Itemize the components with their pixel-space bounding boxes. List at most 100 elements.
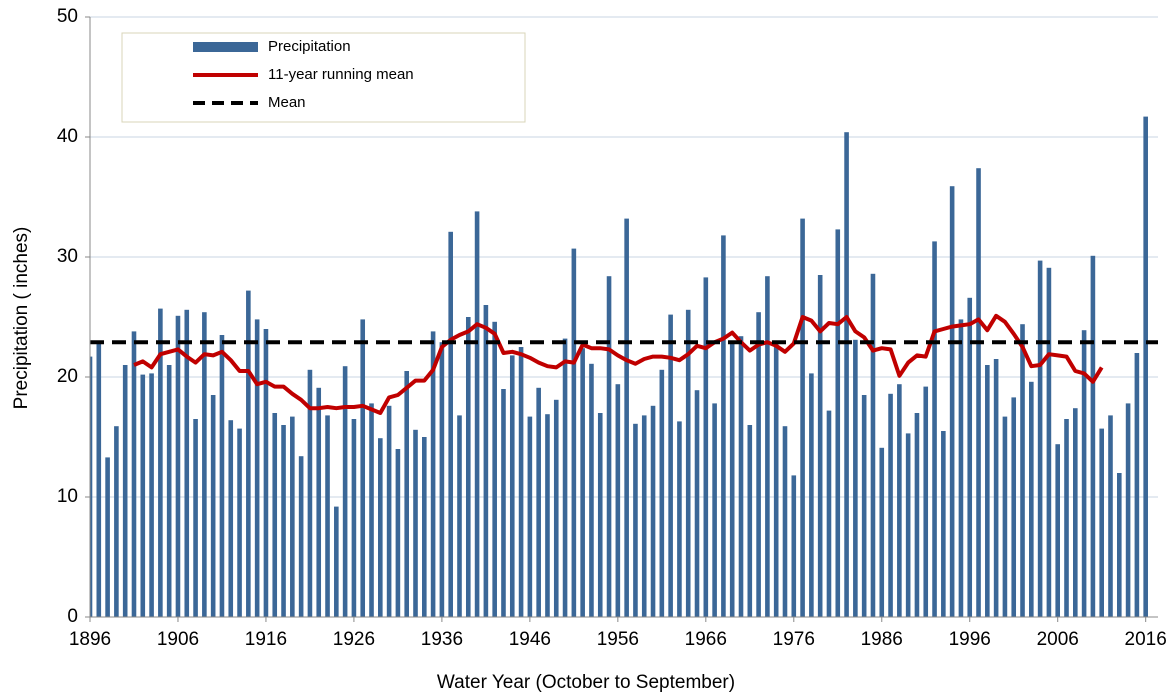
bar bbox=[1073, 408, 1078, 617]
bar bbox=[536, 387, 541, 617]
bar bbox=[1099, 428, 1104, 617]
bar bbox=[941, 431, 946, 617]
bar bbox=[1108, 415, 1113, 617]
bar bbox=[175, 315, 181, 617]
bar bbox=[853, 339, 858, 617]
bar bbox=[254, 319, 260, 617]
bar bbox=[474, 211, 480, 617]
bar bbox=[633, 423, 638, 617]
bar bbox=[879, 447, 885, 617]
bar bbox=[114, 426, 119, 617]
bar bbox=[219, 335, 225, 617]
bar bbox=[1020, 324, 1025, 617]
bar bbox=[483, 305, 489, 617]
bar bbox=[290, 416, 295, 617]
x-tick-label: 1926 bbox=[333, 629, 375, 650]
bar bbox=[105, 457, 110, 617]
x-tick-label: 1966 bbox=[685, 629, 727, 650]
bar bbox=[844, 132, 849, 617]
bar bbox=[369, 403, 374, 617]
bar bbox=[1011, 397, 1017, 617]
bar bbox=[325, 415, 330, 617]
legend-label: 11-year running mean bbox=[268, 66, 414, 83]
bar bbox=[835, 229, 841, 617]
bar bbox=[958, 319, 964, 617]
bar bbox=[712, 403, 717, 617]
bar bbox=[96, 342, 102, 617]
y-tick-label: 10 bbox=[57, 486, 78, 507]
bar bbox=[685, 309, 691, 617]
bar bbox=[932, 241, 937, 617]
x-tick-label: 2016 bbox=[1125, 629, 1167, 650]
bar bbox=[237, 428, 242, 617]
x-tick-label: 1986 bbox=[861, 629, 903, 650]
bar bbox=[166, 365, 172, 617]
bar bbox=[140, 374, 146, 617]
bar bbox=[307, 369, 313, 617]
bar bbox=[527, 416, 533, 617]
bar bbox=[976, 168, 981, 617]
bar bbox=[729, 343, 735, 617]
legend-swatch bbox=[193, 42, 258, 52]
bar bbox=[184, 309, 190, 617]
bar bbox=[439, 342, 445, 617]
bar bbox=[158, 308, 163, 617]
bar bbox=[430, 331, 436, 617]
bar bbox=[553, 399, 559, 617]
bar bbox=[650, 405, 656, 617]
bar bbox=[210, 395, 216, 617]
bar bbox=[448, 231, 453, 618]
bar bbox=[606, 276, 612, 617]
bar bbox=[1002, 416, 1008, 617]
bar bbox=[747, 425, 753, 617]
x-tick-label: 1916 bbox=[245, 629, 287, 650]
bar bbox=[90, 356, 93, 617]
bar bbox=[738, 336, 744, 617]
bar bbox=[1064, 419, 1069, 617]
x-tick-label: 1936 bbox=[421, 629, 463, 650]
bar bbox=[967, 297, 973, 617]
bar bbox=[1134, 353, 1140, 617]
legend-box bbox=[121, 32, 526, 123]
bar bbox=[518, 347, 524, 617]
bar bbox=[421, 437, 427, 617]
bar bbox=[246, 290, 251, 617]
x-tick-label: 1946 bbox=[509, 629, 551, 650]
bar bbox=[378, 438, 383, 617]
bar bbox=[641, 415, 647, 617]
bar bbox=[457, 415, 462, 617]
bar bbox=[413, 429, 418, 617]
bar bbox=[360, 319, 366, 617]
bar bbox=[1125, 403, 1131, 617]
bar bbox=[404, 371, 410, 617]
y-tick-label: 50 bbox=[57, 6, 78, 27]
bar bbox=[1081, 330, 1087, 617]
bar bbox=[809, 373, 814, 617]
bar bbox=[800, 218, 805, 617]
bar bbox=[765, 276, 770, 617]
bar bbox=[659, 369, 665, 617]
x-tick-label: 1896 bbox=[69, 629, 111, 650]
bar bbox=[861, 395, 867, 617]
bar bbox=[149, 373, 154, 617]
bar bbox=[782, 426, 788, 617]
bar bbox=[1046, 267, 1052, 617]
x-tick-label: 1976 bbox=[773, 629, 815, 650]
bar bbox=[985, 365, 990, 617]
bar bbox=[386, 405, 392, 617]
x-tick-label: 1956 bbox=[597, 629, 639, 650]
running-mean-line bbox=[133, 313, 1104, 415]
bar bbox=[1029, 381, 1034, 617]
bar bbox=[580, 348, 585, 617]
bar bbox=[589, 363, 594, 617]
bar bbox=[597, 413, 603, 617]
y-tick-label: 20 bbox=[57, 366, 78, 387]
bar bbox=[562, 338, 568, 617]
bar bbox=[131, 331, 137, 617]
bar bbox=[888, 393, 893, 617]
bar bbox=[1037, 260, 1043, 617]
bar bbox=[351, 419, 357, 617]
bar bbox=[228, 420, 234, 617]
